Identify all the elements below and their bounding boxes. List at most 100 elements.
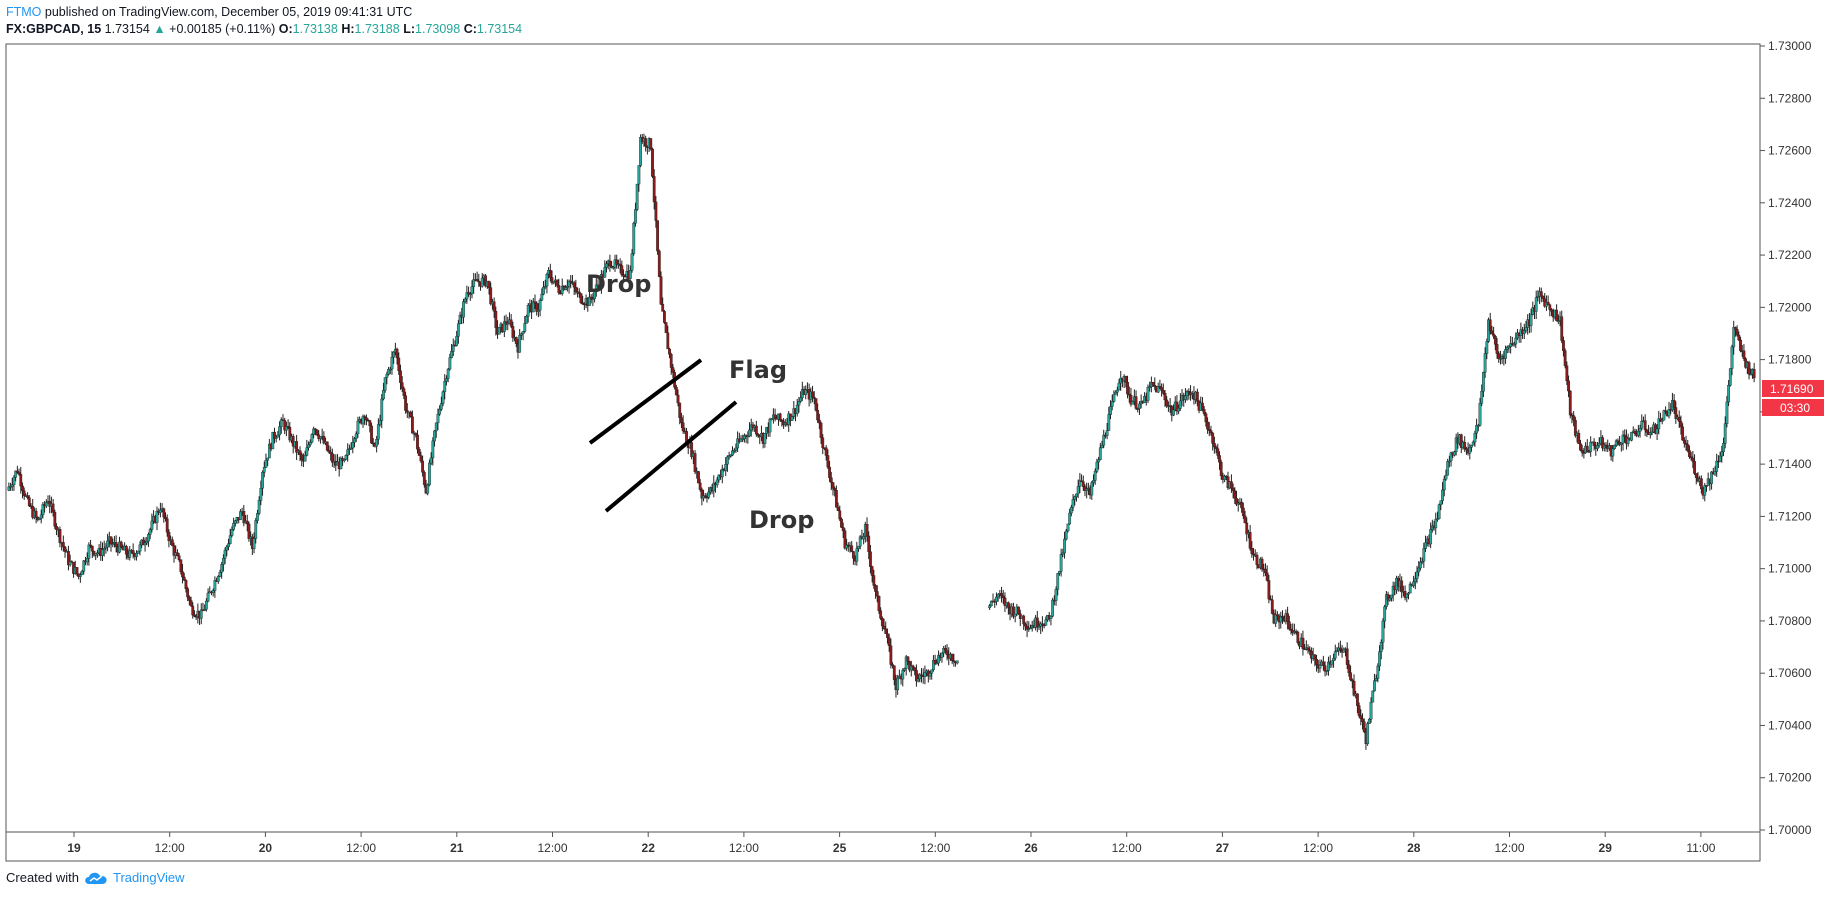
candle-body (480, 277, 484, 287)
candle-body (1509, 343, 1513, 347)
candle-body (438, 409, 442, 415)
time-tick-label: 21 (450, 841, 464, 855)
candle-body (233, 520, 237, 524)
candle-body (487, 280, 491, 288)
candle-body (1621, 434, 1625, 444)
candle-body (1660, 419, 1664, 422)
candle-body (295, 441, 299, 453)
price-axis[interactable]: 1.73000 1.72800 1.72600 1.72400 1.72200 1.720… (1760, 39, 1812, 837)
time-tick-label: 26 (1024, 841, 1038, 855)
candle-body (600, 273, 603, 288)
candle-body (1218, 455, 1221, 463)
candle-body (1473, 432, 1477, 443)
candle-body (1522, 330, 1526, 334)
candle-body (1735, 329, 1739, 336)
candle-body (1241, 507, 1245, 517)
candle-body (884, 628, 888, 634)
candle-body (276, 434, 280, 438)
low-label: L: (403, 22, 416, 36)
candle-body (610, 265, 614, 268)
candle-body (1376, 665, 1380, 679)
candle-body (916, 678, 920, 682)
candle-body (712, 482, 716, 492)
candle-body (1013, 613, 1017, 617)
candle-body (1172, 409, 1175, 416)
candle-body (872, 575, 876, 586)
candle-body (850, 545, 854, 552)
price-tick-label: 1.70800 (1768, 614, 1812, 628)
candle-body (1270, 599, 1274, 614)
candle-body (41, 504, 45, 516)
symbol-label[interactable]: FX:GBPCAD, 15 (6, 22, 102, 36)
candle-body (1582, 452, 1586, 454)
candle-body (1255, 554, 1259, 566)
candle-body (743, 435, 746, 439)
candle-body (339, 458, 343, 470)
candle-body (1075, 493, 1078, 497)
candle-body (1066, 523, 1070, 532)
candle-body (63, 546, 67, 552)
flag-lower-line[interactable] (604, 400, 738, 513)
candle-body (1688, 450, 1691, 457)
candle-body (468, 293, 472, 296)
candle-body (993, 601, 997, 603)
candle-body (284, 426, 288, 431)
candle-body (176, 552, 179, 556)
annotation-flag[interactable]: Flag (729, 356, 787, 384)
candle-body (1129, 394, 1133, 405)
flag-upper-line[interactable] (588, 358, 703, 445)
close-label: C: (463, 22, 477, 36)
candle-body (1715, 460, 1719, 472)
candle-body (1006, 602, 1010, 608)
candle-body (1727, 385, 1731, 403)
candle-body (940, 652, 944, 658)
candle-body (1476, 424, 1480, 427)
candle-body (489, 287, 493, 305)
tradingview-link[interactable]: TradingView (112, 870, 185, 885)
candle-body (525, 316, 528, 324)
candle-body (622, 274, 625, 277)
candle-body (1495, 344, 1499, 354)
candle-body (1073, 496, 1077, 500)
annotation-drop-2[interactable]: Drop (749, 506, 814, 534)
candle-body (669, 354, 673, 368)
candle-body (1449, 452, 1453, 462)
candle-body (703, 495, 707, 498)
candle-body (1301, 637, 1305, 649)
candle-body (1175, 401, 1179, 412)
candle-body (254, 520, 258, 539)
candle-body (1051, 599, 1055, 617)
candle-body (1693, 461, 1696, 474)
candle-body (199, 609, 203, 619)
candle-body (1056, 573, 1060, 590)
candle-body (1420, 560, 1424, 563)
candle-body (1161, 390, 1165, 394)
candle-body (671, 367, 675, 373)
candle-body (39, 514, 43, 519)
candle-body (1165, 399, 1169, 406)
candle-body (840, 518, 843, 528)
candle-body (526, 305, 530, 317)
candle-body (380, 398, 384, 421)
candle-body (1536, 296, 1540, 298)
candle-body (1488, 319, 1492, 331)
candle-body (567, 280, 571, 287)
candle-body (511, 326, 515, 338)
candle-body (1286, 613, 1290, 622)
time-tick-label: 20 (259, 841, 273, 855)
candle-body (1211, 432, 1215, 444)
candle-body (1546, 301, 1550, 306)
candle-body (615, 259, 619, 265)
candle-body (1444, 474, 1448, 480)
candle-body (1044, 619, 1048, 626)
candle-body (778, 413, 782, 421)
candle-body (353, 438, 356, 443)
candle-body (628, 270, 632, 279)
candle-body (790, 416, 794, 421)
annotation-drop-1[interactable]: Drop (586, 270, 651, 298)
candle-body (136, 550, 140, 554)
candle-body (1490, 330, 1494, 335)
publisher-name[interactable]: FTMO (6, 5, 42, 19)
time-axis[interactable]: 19 12:00 20 12:00 21 12:00 22 12:00 25 12:00 26 12:… (67, 832, 1716, 855)
